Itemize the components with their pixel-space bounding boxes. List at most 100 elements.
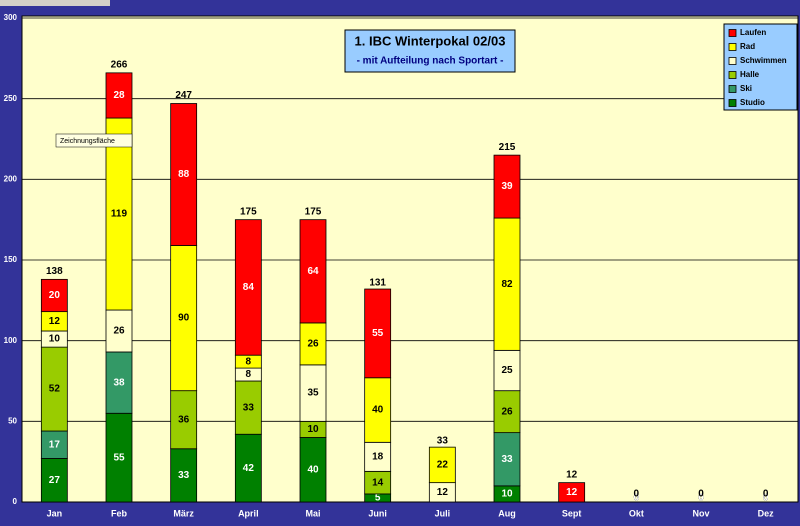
value-label: 0: [698, 493, 704, 504]
window-strip: [0, 0, 110, 6]
value-label: 82: [501, 279, 513, 290]
legend: Laufen Rad Schwimmen Halle Ski Studio: [728, 28, 787, 107]
value-label: 38: [113, 377, 125, 388]
value-label: 12: [49, 316, 61, 327]
y-tick-label: 100: [4, 336, 18, 345]
bar-segment: [170, 448, 198, 503]
bar-segment: [234, 433, 262, 503]
value-label: 26: [113, 326, 125, 337]
total-label: 266: [111, 59, 128, 70]
chart-title: 1. IBC Winterpokal 02/03: [355, 33, 506, 48]
total-label: 0: [763, 489, 769, 500]
bar-segment: [105, 351, 133, 414]
bar-segment: [493, 154, 521, 219]
value-label: 35: [307, 388, 319, 399]
value-label: 33: [501, 454, 513, 465]
value-label: 0: [763, 493, 769, 504]
bar-segment: [364, 441, 392, 472]
bar-segment: [234, 219, 262, 356]
value-label: 0: [634, 493, 640, 504]
value-label: 0: [763, 493, 769, 504]
bar-segment: [105, 72, 133, 119]
total-label: 175: [305, 206, 322, 217]
chart-subtitle: - mit Aufteilung nach Sportart -: [357, 56, 504, 67]
total-label: 215: [499, 142, 516, 153]
value-label: 0: [763, 493, 769, 504]
legend-swatch: [728, 29, 737, 37]
bars: 2717521012201385538026119282663303609088…: [40, 59, 769, 504]
bar-segment: [493, 349, 521, 392]
value-label: 27: [49, 475, 61, 486]
x-tick-label: Mai: [305, 508, 320, 518]
bar-segment: [105, 117, 133, 311]
value-label: 40: [307, 464, 319, 475]
value-label: 28: [113, 90, 125, 101]
value-label: 0: [698, 493, 704, 504]
total-label: 175: [240, 206, 257, 217]
bar-segment: [364, 377, 392, 443]
x-tick-label: Juli: [435, 508, 451, 518]
legend-label: Rad: [740, 42, 755, 51]
bar-segment: [299, 219, 327, 324]
total-label: 0: [634, 489, 640, 500]
bar-segment: [105, 309, 133, 353]
total-label: 33: [437, 435, 449, 446]
tooltip: Zeichnungsfläche: [60, 138, 115, 145]
value-label: 64: [307, 266, 319, 277]
bar-segment: [493, 432, 521, 487]
total-label: 12: [566, 469, 578, 480]
legend-label: Studio: [740, 98, 765, 107]
total-label: 131: [369, 277, 386, 288]
value-label: 36: [178, 414, 190, 425]
value-label: 12: [566, 487, 578, 498]
bar-segment: [40, 278, 68, 313]
legend-label: Halle: [740, 70, 760, 79]
value-label: 5: [375, 493, 381, 504]
total-label: 0: [698, 489, 704, 500]
x-tick-label: Okt: [629, 508, 644, 518]
legend-swatch: [728, 57, 737, 65]
bar-segment: [493, 390, 521, 434]
value-label: 0: [634, 493, 640, 504]
value-label: 22: [437, 460, 449, 471]
legend-swatch: [728, 71, 737, 79]
y-tick-label: 200: [4, 174, 18, 183]
value-label: 88: [178, 169, 190, 180]
value-label: 0: [763, 493, 769, 504]
value-label: 0: [634, 493, 640, 504]
value-label: 25: [501, 365, 513, 376]
value-label: 18: [372, 451, 384, 462]
legend-swatch: [728, 99, 737, 107]
value-label: 0: [763, 493, 769, 504]
bar-segment: [170, 103, 198, 246]
grid: [22, 17, 798, 503]
x-tick-label: Sept: [562, 508, 582, 518]
bar-segment: [40, 430, 68, 459]
legend-label: Ski: [740, 84, 752, 93]
plot-area: [21, 15, 799, 503]
value-label: 14: [372, 477, 384, 488]
value-label: 42: [243, 463, 255, 474]
bar-segment: [234, 380, 262, 435]
value-label: 33: [178, 470, 190, 481]
value-label: 10: [49, 334, 61, 345]
legend-box: [723, 23, 798, 111]
bar-segment: [40, 346, 68, 432]
value-label: 0: [634, 493, 640, 504]
legend-swatch: [728, 85, 737, 93]
value-label: 8: [246, 356, 252, 367]
value-label: 33: [243, 402, 255, 413]
bar-segment: [105, 412, 133, 503]
value-label: 40: [372, 405, 384, 416]
legend-label: Schwimmen: [740, 56, 787, 65]
value-label: 119: [111, 209, 128, 220]
x-tick-label: Dez: [758, 508, 775, 518]
bar-segment: [170, 245, 198, 392]
value-label: 26: [501, 406, 513, 417]
value-label: 39: [501, 181, 513, 192]
value-label: 55: [372, 328, 384, 339]
y-tick-label: 250: [4, 94, 18, 103]
title-box: [344, 29, 516, 73]
value-label: 20: [49, 290, 61, 301]
bar-segment: [170, 390, 198, 450]
